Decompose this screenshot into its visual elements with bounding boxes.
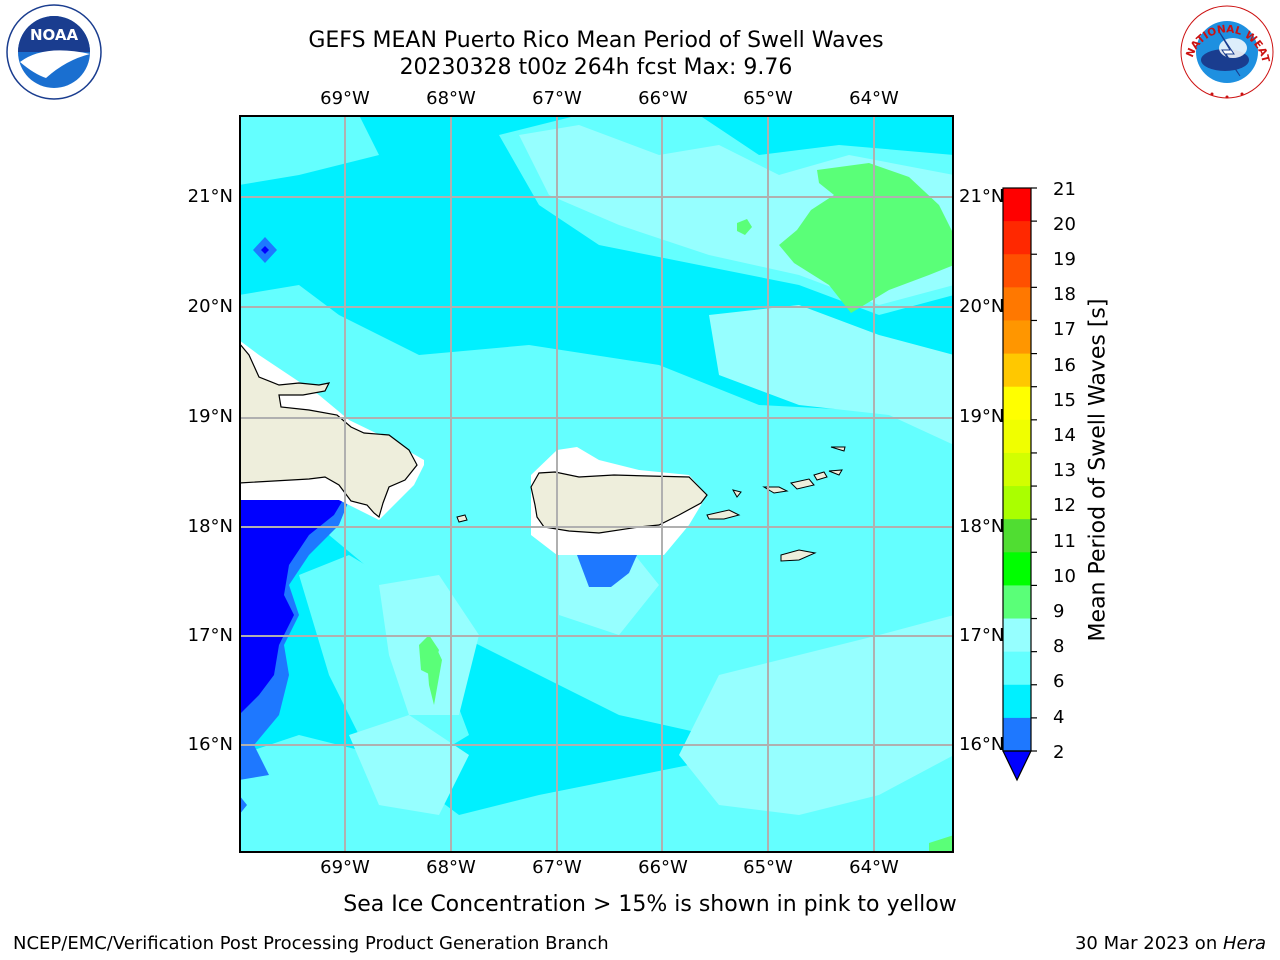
lon-label-bottom-65w: 65°W (743, 857, 793, 878)
lat-label-left-16n: 16°N (187, 734, 233, 755)
lat-label-right-19n: 19°N (959, 406, 1005, 427)
nws-logo: NATIONAL WEATHER SERVICE (1178, 4, 1274, 99)
colorbar-tick: 16 (1053, 355, 1076, 376)
colorbar-tick: 13 (1053, 460, 1076, 481)
colorbar-segment (1003, 386, 1031, 421)
colorbar-frame (1002, 187, 1032, 752)
lon-label-top-65w: 65°W (743, 88, 793, 109)
lon-label-bottom-67w: 67°W (532, 857, 582, 878)
colorbar-tick: 11 (1053, 531, 1076, 552)
svg-text:NOAA: NOAA (30, 26, 79, 44)
lat-label-right-21n: 21°N (959, 186, 1005, 207)
swell-period-map (239, 115, 954, 853)
map-frame (239, 115, 954, 853)
map-title: GEFS MEAN Puerto Rico Mean Period of Swe… (308, 28, 884, 53)
colorbar-tick: 2 (1053, 742, 1065, 763)
colorbar-tick: 6 (1053, 671, 1065, 692)
lon-label-bottom-68w: 68°W (426, 857, 476, 878)
colorbar-segment (1003, 353, 1031, 388)
colorbar-tick: 21 (1053, 179, 1076, 200)
lat-label-right-17n: 17°N (959, 625, 1005, 646)
colorbar-segment (1003, 452, 1031, 487)
lat-label-left-20n: 20°N (187, 296, 233, 317)
virgin-islands (762, 446, 846, 562)
colorbar-segment (1003, 651, 1031, 686)
field-10-11s (419, 163, 954, 853)
colorbar-tick: 15 (1053, 390, 1076, 411)
colorbar-tick: 18 (1053, 284, 1076, 305)
colorbar-tick: 4 (1053, 707, 1065, 728)
footer-date-text: 30 Mar 2023 on (1074, 933, 1223, 954)
colorbar-segment (1003, 486, 1031, 520)
sea-ice-caption: Sea Ice Concentration > 15% is shown in … (343, 892, 957, 917)
colorbar-segment (1003, 552, 1031, 586)
colorbar-segment (1003, 287, 1031, 321)
mona-island (456, 514, 468, 523)
lon-label-top-68w: 68°W (426, 88, 476, 109)
lat-label-right-16n: 16°N (959, 734, 1005, 755)
colorbar-tick: 12 (1053, 495, 1076, 516)
colorbar-segment (1003, 717, 1031, 752)
lon-label-top-69w: 69°W (320, 88, 370, 109)
lon-label-bottom-64w: 64°W (849, 857, 899, 878)
colorbar (1002, 187, 1037, 782)
lon-label-top-64w: 64°W (849, 88, 899, 109)
colorbar-tick: 20 (1053, 214, 1076, 235)
colorbar-segment (1003, 585, 1031, 620)
footer-machine: Hera (1222, 933, 1266, 954)
colorbar-tick: 17 (1053, 319, 1076, 340)
lat-label-right-18n: 18°N (959, 516, 1005, 537)
culebra-island (731, 489, 742, 498)
colorbar-segment (1003, 684, 1031, 719)
lat-label-right-20n: 20°N (959, 296, 1005, 317)
lat-label-left-17n: 17°N (187, 625, 233, 646)
footer-credit: NCEP/EMC/Verification Post Processing Pr… (13, 933, 609, 954)
lat-label-left-18n: 18°N (187, 516, 233, 537)
colorbar-tick: 14 (1053, 425, 1076, 446)
lat-label-left-19n: 19°N (187, 406, 233, 427)
colorbar-segment (1003, 188, 1031, 222)
noaa-logo: NOAA (6, 4, 102, 100)
vieques-island (706, 509, 741, 520)
graticule (239, 115, 954, 853)
colorbar-segment (1003, 221, 1031, 255)
footer-date: 30 Mar 2023 on Hera (1075, 933, 1266, 954)
lon-label-top-66w: 66°W (638, 88, 688, 109)
colorbar-label: Mean Period of Swell Waves [s] (1085, 298, 1111, 642)
colorbar-segment (1003, 419, 1031, 454)
hispaniola-land (239, 342, 418, 519)
lon-label-bottom-69w: 69°W (320, 857, 370, 878)
lon-label-top-67w: 67°W (532, 88, 582, 109)
colorbar-tick: 10 (1053, 566, 1076, 587)
colorbar-segment (1003, 618, 1031, 653)
colorbar-segment (1003, 254, 1031, 288)
colorbar-tick: 19 (1053, 249, 1076, 270)
field-2-4s (239, 246, 343, 715)
lon-label-bottom-66w: 66°W (638, 857, 688, 878)
lat-label-left-21n: 21°N (187, 186, 233, 207)
colorbar-extend-triangle (1002, 750, 1032, 782)
colorbar-segment (1003, 519, 1031, 553)
map-subtitle: 20230328 t00z 264h fcst Max: 9.76 (399, 55, 793, 80)
colorbar-segment (1003, 320, 1031, 355)
colorbar-tick: 9 (1053, 601, 1065, 622)
colorbar-tick: 8 (1053, 636, 1065, 657)
